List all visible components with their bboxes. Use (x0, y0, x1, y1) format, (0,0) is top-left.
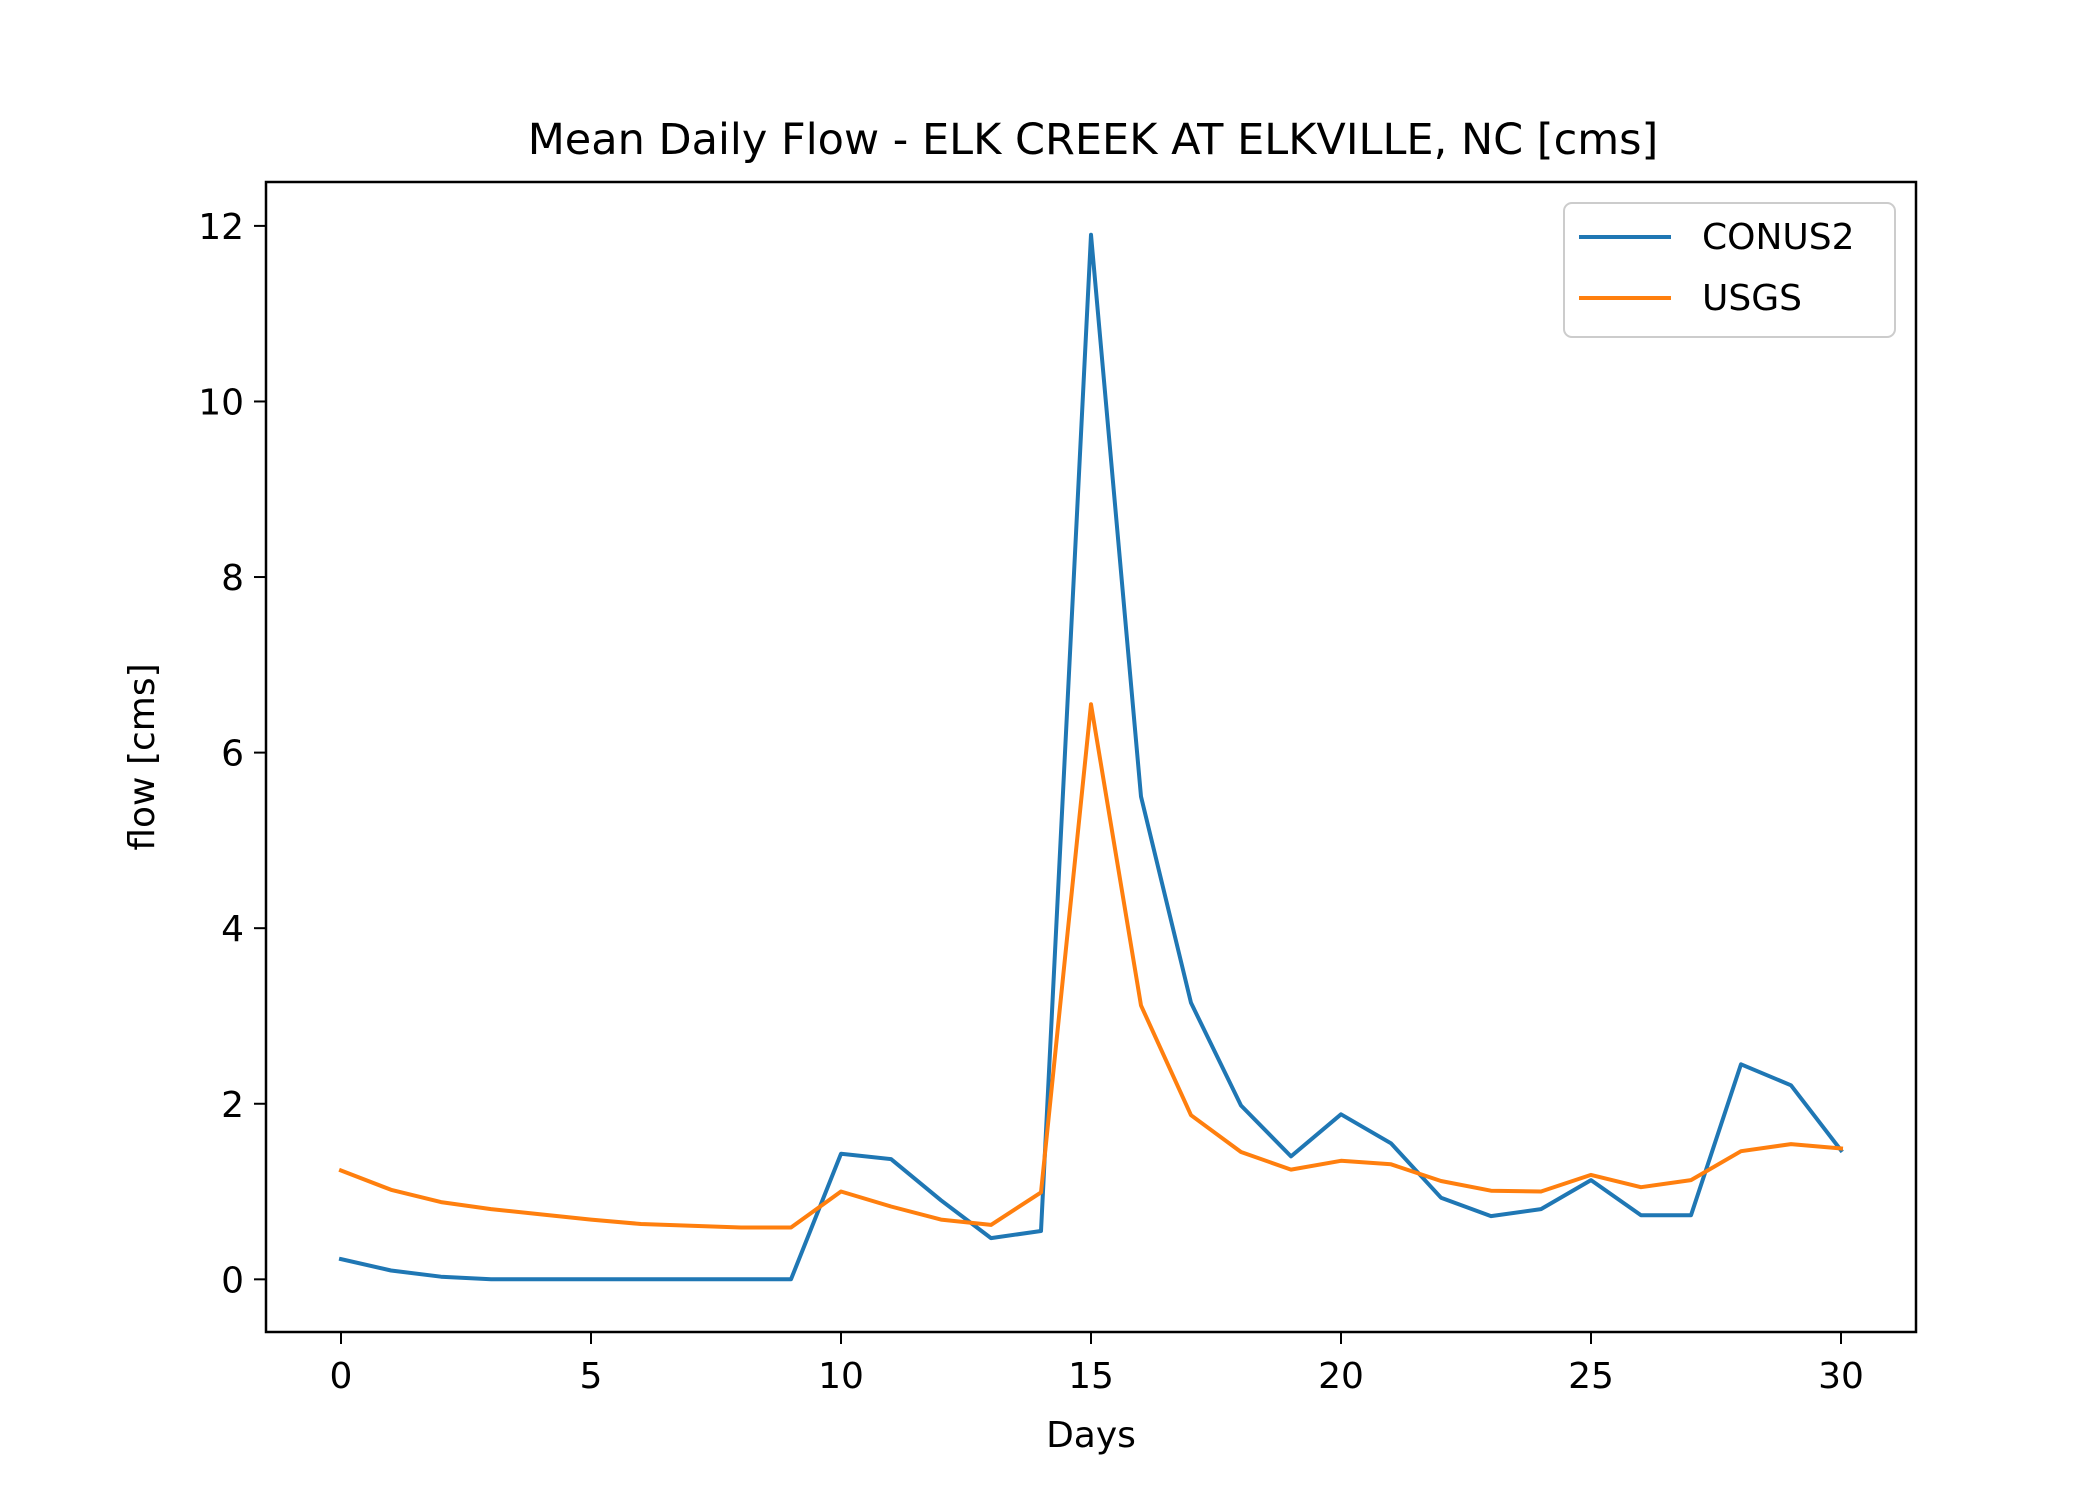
y-axis-title: flow [cms] (122, 663, 163, 850)
series-line-conus2 (338, 232, 1844, 1282)
x-tick-label: 10 (818, 1356, 864, 1397)
y-axis: 0 2 4 6 8 10 12 (198, 207, 266, 1301)
x-axis-title: Days (1046, 1415, 1136, 1456)
plot-lines (338, 232, 1844, 1282)
x-tick-label: 0 (330, 1356, 353, 1397)
x-tick-label: 15 (1068, 1356, 1114, 1397)
series-line-usgs (338, 702, 1844, 1230)
legend-label-conus2: CONUS2 (1702, 217, 1855, 258)
chart-title: Mean Daily Flow - ELK CREEK AT ELKVILLE,… (528, 115, 1659, 165)
x-tick-label: 5 (580, 1356, 603, 1397)
legend-label-usgs: USGS (1702, 278, 1802, 319)
y-tick-label: 12 (198, 207, 244, 248)
y-tick-label: 4 (221, 909, 244, 950)
y-tick-label: 10 (198, 382, 244, 423)
x-tick-label: 20 (1318, 1356, 1364, 1397)
y-tick-label: 8 (221, 558, 244, 599)
x-axis: 0 5 10 15 20 25 30 (330, 1332, 1864, 1397)
legend: CONUS2 USGS (1563, 202, 1896, 338)
y-tick-label: 2 (221, 1085, 244, 1126)
y-tick-label: 0 (221, 1260, 244, 1301)
y-tick-label: 6 (221, 734, 244, 775)
x-tick-label: 30 (1818, 1356, 1864, 1397)
x-tick-label: 25 (1568, 1356, 1614, 1397)
